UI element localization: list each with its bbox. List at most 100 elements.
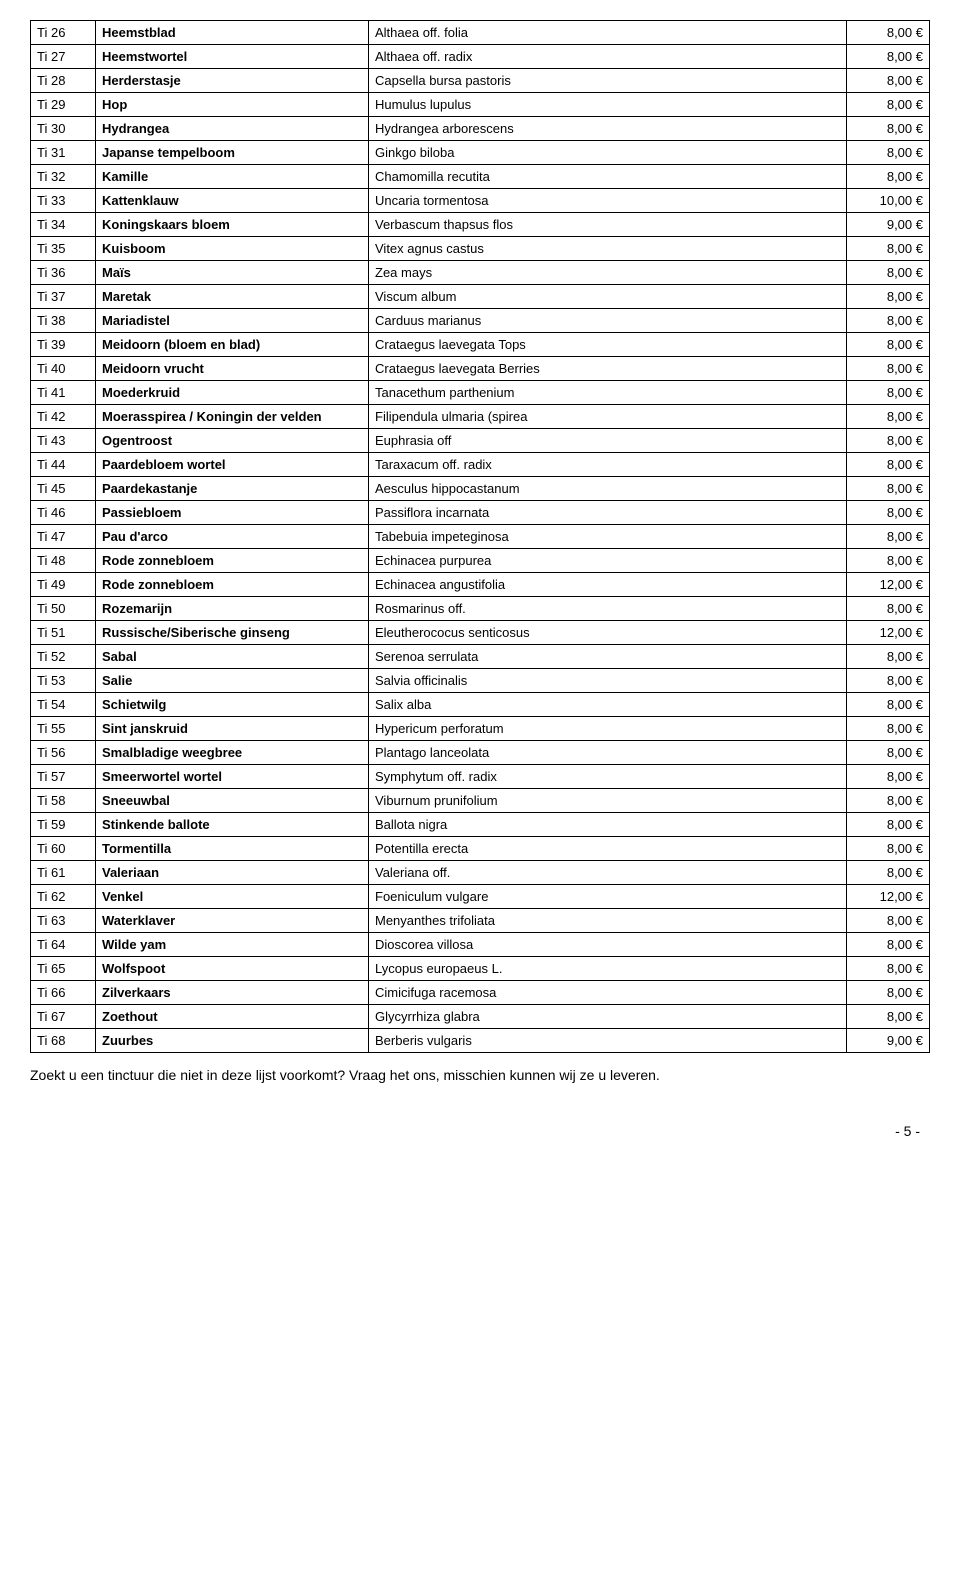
footer-note: Zoekt u een tinctuur die niet in deze li… (30, 1067, 930, 1083)
latin-cell: Menyanthes trifoliata (369, 909, 847, 933)
latin-cell: Echinacea purpurea (369, 549, 847, 573)
price-cell: 8,00 € (847, 405, 930, 429)
price-cell: 8,00 € (847, 981, 930, 1005)
table-row: Ti 59Stinkende balloteBallota nigra8,00 … (31, 813, 930, 837)
price-cell: 8,00 € (847, 261, 930, 285)
code-cell: Ti 44 (31, 453, 96, 477)
code-cell: Ti 63 (31, 909, 96, 933)
table-row: Ti 63WaterklaverMenyanthes trifoliata8,0… (31, 909, 930, 933)
name-text: Hydrangea (102, 121, 169, 136)
name-cell: Paardebloem wortel (96, 453, 369, 477)
code-cell: Ti 58 (31, 789, 96, 813)
name-text: Kuisboom (102, 241, 166, 256)
latin-cell: Lycopus europaeus L. (369, 957, 847, 981)
code-cell: Ti 29 (31, 93, 96, 117)
name-text: Kamille (102, 169, 148, 184)
table-row: Ti 66ZilverkaarsCimicifuga racemosa8,00 … (31, 981, 930, 1005)
name-text: Russische/Siberische ginseng (102, 625, 290, 640)
table-row: Ti 34Koningskaars bloemVerbascum thapsus… (31, 213, 930, 237)
table-row: Ti 28HerderstasjeCapsella bursa pastoris… (31, 69, 930, 93)
name-text: Valeriaan (102, 865, 159, 880)
name-text: Wolfspoot (102, 961, 165, 976)
latin-cell: Aesculus hippocastanum (369, 477, 847, 501)
code-cell: Ti 46 (31, 501, 96, 525)
table-row: Ti 45PaardekastanjeAesculus hippocastanu… (31, 477, 930, 501)
name-cell: Meidoorn vrucht (96, 357, 369, 381)
name-cell: Wolfspoot (96, 957, 369, 981)
table-row: Ti 64Wilde yamDioscorea villosa8,00 € (31, 933, 930, 957)
name-cell: Maretak (96, 285, 369, 309)
price-cell: 9,00 € (847, 1029, 930, 1053)
latin-cell: Ginkgo biloba (369, 141, 847, 165)
name-cell: Zilverkaars (96, 981, 369, 1005)
price-cell: 8,00 € (847, 285, 930, 309)
name-cell: Stinkende ballote (96, 813, 369, 837)
table-row: Ti 39Meidoorn (bloem en blad)Crataegus l… (31, 333, 930, 357)
table-row: Ti 36MaïsZea mays8,00 € (31, 261, 930, 285)
name-text: Salie (102, 673, 132, 688)
price-cell: 8,00 € (847, 333, 930, 357)
name-text: Tormentilla (102, 841, 171, 856)
code-cell: Ti 31 (31, 141, 96, 165)
latin-cell: Tabebuia impeteginosa (369, 525, 847, 549)
name-cell: Maïs (96, 261, 369, 285)
page-number: - 5 - (30, 1123, 930, 1139)
table-row: Ti 32KamilleChamomilla recutita8,00 € (31, 165, 930, 189)
name-text: Heemstwortel (102, 49, 187, 64)
code-cell: Ti 60 (31, 837, 96, 861)
code-cell: Ti 66 (31, 981, 96, 1005)
latin-cell: Passiflora incarnata (369, 501, 847, 525)
name-cell: Valeriaan (96, 861, 369, 885)
table-row: Ti 49Rode zonnebloemEchinacea angustifol… (31, 573, 930, 597)
code-cell: Ti 49 (31, 573, 96, 597)
latin-cell: Zea mays (369, 261, 847, 285)
price-cell: 8,00 € (847, 477, 930, 501)
name-cell: Mariadistel (96, 309, 369, 333)
name-cell: Zuurbes (96, 1029, 369, 1053)
table-row: Ti 37MaretakViscum album8,00 € (31, 285, 930, 309)
latin-cell: Crataegus laevegata Berries (369, 357, 847, 381)
name-cell: Salie (96, 669, 369, 693)
code-cell: Ti 33 (31, 189, 96, 213)
code-cell: Ti 35 (31, 237, 96, 261)
latin-cell: Ballota nigra (369, 813, 847, 837)
table-row: Ti 68ZuurbesBerberis vulgaris9,00 € (31, 1029, 930, 1053)
table-row: Ti 44Paardebloem wortelTaraxacum off. ra… (31, 453, 930, 477)
table-row: Ti 47Pau d'arcoTabebuia impeteginosa8,00… (31, 525, 930, 549)
code-cell: Ti 38 (31, 309, 96, 333)
price-cell: 8,00 € (847, 597, 930, 621)
name-cell: Ogentroost (96, 429, 369, 453)
price-cell: 8,00 € (847, 1005, 930, 1029)
latin-cell: Carduus marianus (369, 309, 847, 333)
code-cell: Ti 41 (31, 381, 96, 405)
price-cell: 8,00 € (847, 69, 930, 93)
latin-cell: Althaea off. radix (369, 45, 847, 69)
price-cell: 8,00 € (847, 237, 930, 261)
price-cell: 8,00 € (847, 93, 930, 117)
name-cell: Passiebloem (96, 501, 369, 525)
price-cell: 8,00 € (847, 501, 930, 525)
price-cell: 12,00 € (847, 573, 930, 597)
table-row: Ti 55Sint janskruidHypericum perforatum8… (31, 717, 930, 741)
name-cell: Hydrangea (96, 117, 369, 141)
name-cell: Smeerwortel wortel (96, 765, 369, 789)
code-cell: Ti 36 (31, 261, 96, 285)
code-cell: Ti 39 (31, 333, 96, 357)
table-row: Ti 41MoederkruidTanacethum parthenium8,0… (31, 381, 930, 405)
latin-cell: Capsella bursa pastoris (369, 69, 847, 93)
price-cell: 8,00 € (847, 669, 930, 693)
name-text: Passiebloem (102, 505, 182, 520)
name-cell: Moerasspirea / Koningin der velden (96, 405, 369, 429)
latin-cell: Vitex agnus castus (369, 237, 847, 261)
name-text: Ogentroost (102, 433, 172, 448)
name-text: Sneeuwbal (102, 793, 170, 808)
latin-cell: Serenoa serrulata (369, 645, 847, 669)
code-cell: Ti 62 (31, 885, 96, 909)
name-cell: Meidoorn (bloem en blad) (96, 333, 369, 357)
latin-cell: Salix alba (369, 693, 847, 717)
name-text: Zilverkaars (102, 985, 171, 1000)
table-row: Ti 31Japanse tempelboomGinkgo biloba8,00… (31, 141, 930, 165)
name-text: Moerasspirea / Koningin der velden (102, 409, 322, 424)
name-text: Zuurbes (102, 1033, 153, 1048)
price-cell: 8,00 € (847, 741, 930, 765)
